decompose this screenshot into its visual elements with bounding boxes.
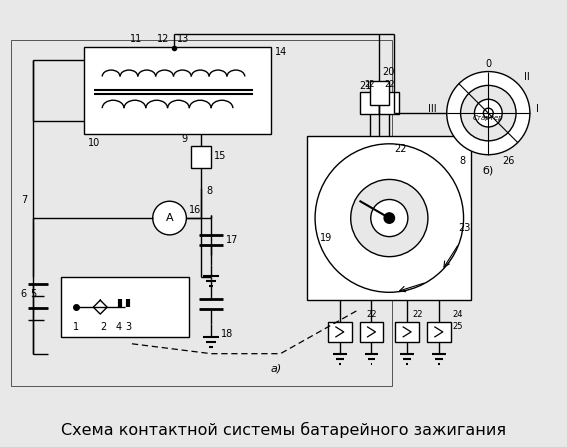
Text: а): а) [270, 363, 282, 374]
Circle shape [447, 72, 530, 155]
Text: 17: 17 [226, 235, 238, 245]
Text: 13: 13 [177, 34, 189, 44]
Circle shape [475, 99, 502, 127]
Bar [370, 81, 390, 105]
Bar [11, 40, 392, 386]
Text: II: II [524, 72, 530, 83]
Text: 24: 24 [452, 310, 463, 319]
Circle shape [384, 213, 395, 223]
Text: 18: 18 [221, 329, 233, 339]
Text: 15: 15 [214, 151, 226, 160]
Text: 21: 21 [359, 81, 372, 91]
Text: 22: 22 [364, 80, 375, 89]
Bar [395, 322, 419, 342]
Circle shape [153, 201, 187, 235]
Bar [379, 93, 399, 114]
Text: 3: 3 [125, 322, 131, 332]
Text: 6: 6 [20, 289, 26, 299]
Text: 2: 2 [100, 322, 107, 332]
Text: 19: 19 [320, 233, 332, 243]
Text: 14: 14 [274, 47, 287, 57]
Text: 26: 26 [502, 156, 514, 166]
Text: 22: 22 [394, 144, 407, 154]
Text: 1: 1 [73, 322, 79, 332]
Circle shape [351, 179, 428, 257]
Bar [84, 47, 270, 134]
Circle shape [315, 144, 464, 292]
Text: A: A [166, 213, 174, 223]
Bar [61, 278, 189, 337]
Text: 0: 0 [485, 59, 492, 69]
Text: 25: 25 [452, 322, 463, 331]
Circle shape [460, 85, 516, 141]
Bar [359, 93, 379, 114]
Circle shape [483, 108, 493, 118]
Text: 10: 10 [88, 138, 100, 148]
Circle shape [371, 199, 408, 236]
Text: 16: 16 [189, 205, 202, 215]
Text: 9: 9 [181, 134, 188, 144]
Text: Стартер: Стартер [473, 115, 503, 121]
Text: 4: 4 [115, 322, 121, 332]
Text: I: I [536, 104, 539, 114]
Bar [191, 146, 211, 168]
Text: 5: 5 [30, 289, 36, 299]
Text: 8: 8 [206, 186, 212, 196]
Text: 23: 23 [459, 223, 471, 233]
Text: 12: 12 [158, 34, 170, 44]
Text: 8: 8 [459, 156, 466, 166]
Text: 7: 7 [21, 195, 27, 205]
Text: 11: 11 [130, 34, 142, 44]
Text: Схема контактной системы батарейного зажигания: Схема контактной системы батарейного заж… [61, 422, 506, 438]
Bar [359, 322, 383, 342]
Bar [328, 322, 352, 342]
Bar [307, 136, 472, 300]
Text: 22: 22 [384, 80, 395, 89]
Text: 22: 22 [366, 310, 377, 319]
Bar [427, 322, 451, 342]
Text: 22: 22 [412, 310, 422, 319]
Text: III: III [428, 104, 437, 114]
Text: б): б) [483, 165, 494, 176]
Text: 20: 20 [382, 67, 395, 76]
